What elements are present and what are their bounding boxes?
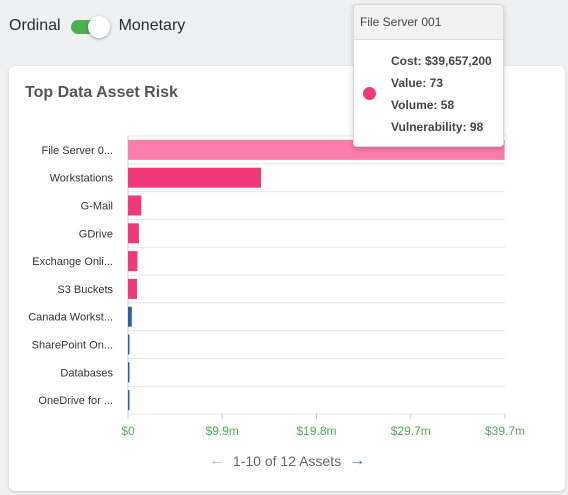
category-label: Canada Workst... [28, 312, 113, 324]
category-label: File Server 0... [41, 145, 113, 157]
tooltip-volume: Volume: 58 [391, 98, 455, 112]
category-label: G-Mail [81, 201, 113, 213]
x-tick-label: $29.7m [391, 424, 431, 438]
x-tick-label: $19.8m [296, 424, 336, 438]
switch-knob[interactable] [87, 16, 110, 38]
bar-2[interactable] [128, 195, 142, 216]
next-page-icon[interactable]: → [349, 452, 366, 469]
category-label: Workstations [50, 173, 114, 185]
bar-8[interactable] [128, 362, 130, 383]
tooltip-cost: Cost: $39,657,200 [391, 54, 492, 68]
prev-page-icon[interactable]: ← [208, 452, 225, 469]
pagination: ← 1-10 of 12 Assets → [9, 452, 565, 470]
category-label: GDrive [79, 228, 113, 240]
monetary-label[interactable]: Monetary [118, 17, 186, 34]
asset-risk-chart: File Server 0... Workstations G-Mail GDrive… [28, 135, 525, 438]
bar-tooltip: File Server 001 Cost: $39,657,200 Value:… [353, 4, 504, 147]
bar-6[interactable] [128, 306, 132, 327]
bar-3[interactable] [128, 223, 139, 244]
tooltip-title: File Server 001 [354, 5, 503, 40]
bar-4[interactable] [128, 251, 138, 272]
category-label: OneDrive for ... [38, 395, 113, 407]
ordinal-label[interactable]: Ordinal [9, 17, 61, 34]
bar-5[interactable] [128, 278, 138, 299]
bar-7[interactable] [128, 334, 130, 355]
category-label: SharePoint On... [32, 340, 113, 352]
scale-switch[interactable] [70, 16, 110, 38]
tooltip-value: Value: 73 [391, 76, 444, 90]
card-title: Top Data Asset Risk [25, 84, 178, 101]
x-tick-label: $39.7m [485, 424, 525, 438]
pagination-label: 1-10 of 12 Assets [232, 453, 342, 469]
tooltip-series-dot [363, 87, 376, 100]
x-tick-label: $9.9m [206, 424, 239, 438]
x-tick-label: $0 [121, 424, 135, 438]
ordinal-monetary-toggle: Ordinal Monetary [9, 14, 185, 38]
category-label: Databases [60, 367, 113, 379]
bar-9[interactable] [128, 390, 130, 411]
category-label: S3 Buckets [57, 284, 113, 296]
bar-1[interactable] [128, 167, 261, 188]
category-label: Exchange Onli... [32, 256, 113, 268]
tooltip-vulnerability: Vulnerability: 98 [391, 120, 484, 134]
